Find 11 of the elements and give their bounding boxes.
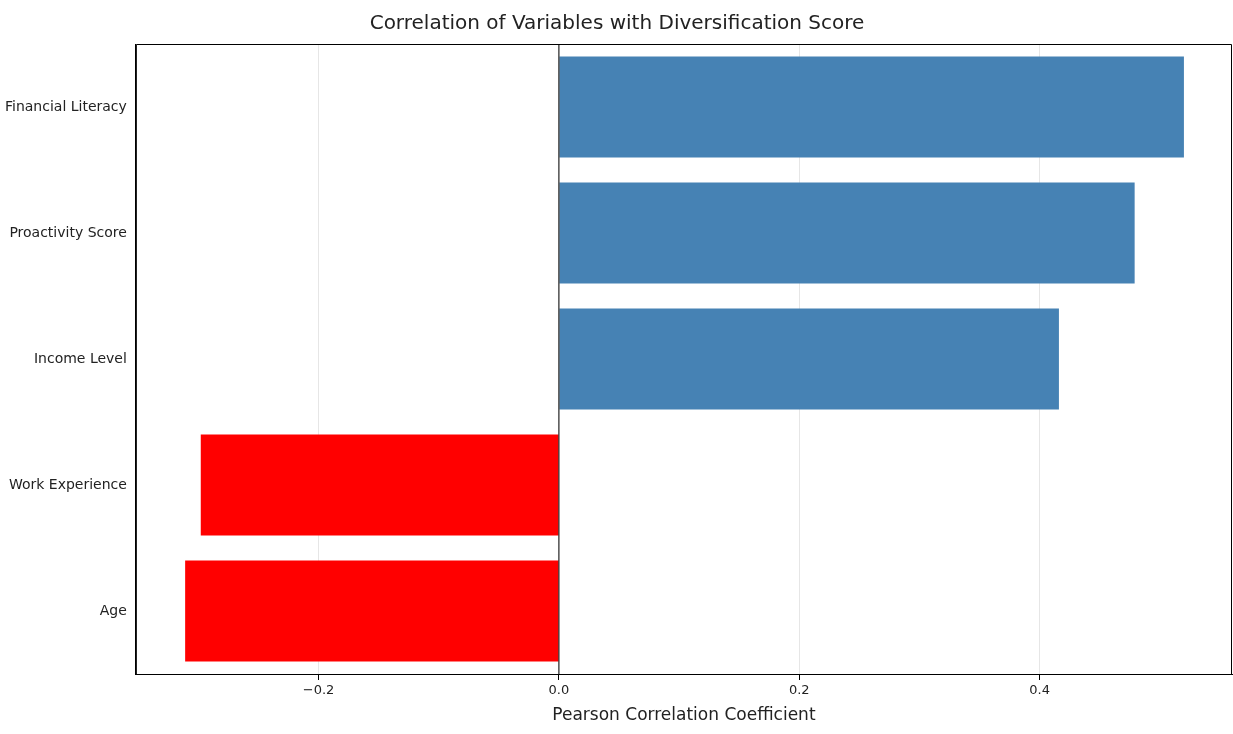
y-tick-label: Income Level	[33, 349, 127, 366]
x-tick-label: 0.0	[548, 682, 570, 698]
y-tick-label: Work Experience	[8, 475, 127, 492]
y-tick-label: Proactivity Score	[9, 223, 127, 240]
x-tick-label: 0.2	[788, 682, 810, 698]
x-tick-label: −0.2	[302, 682, 335, 698]
chart-title: Correlation of Variables with Diversification Score	[369, 10, 865, 35]
x-tick-label: 0.4	[1029, 682, 1051, 698]
x-axis-title: Pearson Correlation Coefficient	[552, 704, 816, 725]
y-tick-label: Financial Literacy	[4, 97, 127, 114]
y-tick-label: Age	[99, 601, 127, 618]
